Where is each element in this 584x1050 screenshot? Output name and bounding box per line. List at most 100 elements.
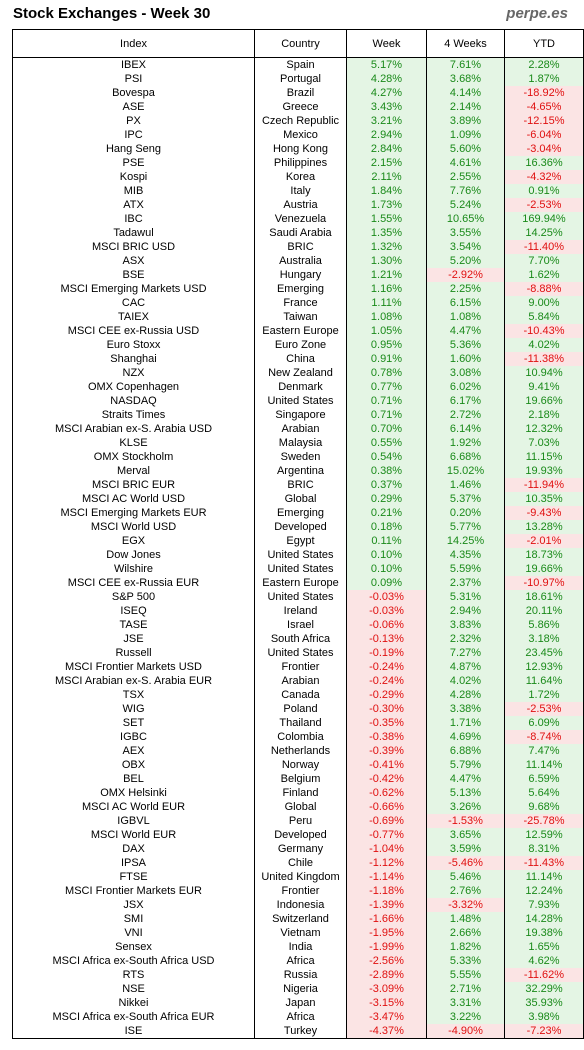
week-cell: 0.91% <box>346 352 427 366</box>
index-cell: IGBC <box>12 730 255 744</box>
ytd-cell: 11.64% <box>504 674 584 688</box>
table-row: MSCI Africa ex-South Africa USD Africa -2.… <box>12 954 584 968</box>
four-weeks-cell: 4.28% <box>426 688 505 702</box>
index-cell: BEL <box>12 772 255 786</box>
table-row: MSCI Arabian ex-S. Arabia EUR Arabian -0.2… <box>12 674 584 688</box>
table-row: Bovespa Brazil 4.27% 4.14% -18.92% <box>12 86 584 100</box>
country-cell: Ireland <box>254 604 347 618</box>
table-row: NSE Nigeria -3.09% 2.71% 32.29% <box>12 982 584 996</box>
index-cell: OBX <box>12 758 255 772</box>
ytd-cell: -2.53% <box>504 702 584 716</box>
four-weeks-cell: 4.47% <box>426 772 505 786</box>
table-row: PX Czech Republic 3.21% 3.89% -12.15% <box>12 114 584 128</box>
country-cell: Africa <box>254 1010 347 1024</box>
index-cell: NASDAQ <box>12 394 255 408</box>
table-row: MSCI AC World USD Global 0.29% 5.37% 10.35% <box>12 492 584 506</box>
four-weeks-cell: 4.14% <box>426 86 505 100</box>
ytd-cell: 12.93% <box>504 660 584 674</box>
country-cell: India <box>254 940 347 954</box>
country-cell: Spain <box>254 57 347 72</box>
week-cell: 0.11% <box>346 534 427 548</box>
index-cell: SMI <box>12 912 255 926</box>
ytd-cell: 11.14% <box>504 870 584 884</box>
table-row: Sensex India -1.99% 1.82% 1.65% <box>12 940 584 954</box>
four-weeks-cell: 1.82% <box>426 940 505 954</box>
ytd-cell: 11.14% <box>504 758 584 772</box>
week-cell: -2.89% <box>346 968 427 982</box>
four-weeks-cell: 14.25% <box>426 534 505 548</box>
four-weeks-cell: 5.13% <box>426 786 505 800</box>
index-cell: JSE <box>12 632 255 646</box>
table-row: MSCI Frontier Markets USD Frontier -0.24% 4… <box>12 660 584 674</box>
country-cell: Developed <box>254 828 347 842</box>
header-ytd: YTD <box>504 29 584 58</box>
four-weeks-cell: 2.72% <box>426 408 505 422</box>
index-cell: ISE <box>12 1024 255 1039</box>
country-cell: Egypt <box>254 534 347 548</box>
week-cell: -0.03% <box>346 604 427 618</box>
index-cell: PX <box>12 114 255 128</box>
table-header-row: Index Country Week 4 Weeks YTD <box>12 29 584 58</box>
country-cell: Eastern Europe <box>254 324 347 338</box>
index-cell: JSX <box>12 898 255 912</box>
four-weeks-cell: -4.90% <box>426 1024 505 1039</box>
table-row: Tadawul Saudi Arabia 1.35% 3.55% 14.25% <box>12 226 584 240</box>
ytd-cell: 19.66% <box>504 394 584 408</box>
index-cell: NZX <box>12 366 255 380</box>
index-cell: ISEQ <box>12 604 255 618</box>
index-cell: Shanghai <box>12 352 255 366</box>
header-4-weeks: 4 Weeks <box>426 29 505 58</box>
index-cell: NSE <box>12 982 255 996</box>
country-cell: Canada <box>254 688 347 702</box>
week-cell: -1.04% <box>346 842 427 856</box>
table-row: Russell United States -0.19% 7.27% 23.45% <box>12 646 584 660</box>
ytd-cell: 1.62% <box>504 268 584 282</box>
index-cell: MSCI BRIC EUR <box>12 478 255 492</box>
ytd-cell: 9.00% <box>504 296 584 310</box>
index-cell: Tadawul <box>12 226 255 240</box>
week-cell: -1.99% <box>346 940 427 954</box>
country-cell: South Africa <box>254 632 347 646</box>
ytd-cell: 13.28% <box>504 520 584 534</box>
week-cell: 0.70% <box>346 422 427 436</box>
country-cell: Indonesia <box>254 898 347 912</box>
table-row: JSX Indonesia -1.39% -3.32% 7.93% <box>12 898 584 912</box>
four-weeks-cell: 3.89% <box>426 114 505 128</box>
table-row: RTS Russia -2.89% 5.55% -11.62% <box>12 968 584 982</box>
brand-logo: perpe.es <box>506 5 568 22</box>
table-row: MSCI Emerging Markets EUR Emerging 0.21% 0.… <box>12 506 584 520</box>
week-cell: -0.24% <box>346 660 427 674</box>
country-cell: Vietnam <box>254 926 347 940</box>
header-country: Country <box>254 29 347 58</box>
index-cell: CAC <box>12 296 255 310</box>
ytd-cell: 18.61% <box>504 590 584 604</box>
table-row: IBEX Spain 5.17% 7.61% 2.28% <box>12 57 584 72</box>
table-row: Euro Stoxx Euro Zone 0.95% 5.36% 4.02% <box>12 338 584 352</box>
ytd-cell: -3.04% <box>504 142 584 156</box>
week-cell: -1.95% <box>346 926 427 940</box>
week-cell: 3.43% <box>346 100 427 114</box>
ytd-cell: 19.66% <box>504 562 584 576</box>
table-row: PSE Philippines 2.15% 4.61% 16.36% <box>12 156 584 170</box>
index-cell: VNI <box>12 926 255 940</box>
four-weeks-cell: 5.24% <box>426 198 505 212</box>
four-weeks-cell: 6.14% <box>426 422 505 436</box>
week-cell: 1.30% <box>346 254 427 268</box>
table-row: MIB Italy 1.84% 7.76% 0.91% <box>12 184 584 198</box>
ytd-cell: -10.43% <box>504 324 584 338</box>
week-cell: -0.62% <box>346 786 427 800</box>
four-weeks-cell: 1.92% <box>426 436 505 450</box>
week-cell: 1.16% <box>346 282 427 296</box>
table-row: AEX Netherlands -0.39% 6.88% 7.47% <box>12 744 584 758</box>
table-row: KLSE Malaysia 0.55% 1.92% 7.03% <box>12 436 584 450</box>
table-row: ASE Greece 3.43% 2.14% -4.65% <box>12 100 584 114</box>
index-cell: MSCI CEE ex-Russia EUR <box>12 576 255 590</box>
table-row: SMI Switzerland -1.66% 1.48% 14.28% <box>12 912 584 926</box>
country-cell: Philippines <box>254 156 347 170</box>
four-weeks-cell: 4.61% <box>426 156 505 170</box>
table-row: Dow Jones United States 0.10% 4.35% 18.73% <box>12 548 584 562</box>
four-weeks-cell: 3.22% <box>426 1010 505 1024</box>
four-weeks-cell: 3.38% <box>426 702 505 716</box>
table-row: TSX Canada -0.29% 4.28% 1.72% <box>12 688 584 702</box>
week-cell: 1.05% <box>346 324 427 338</box>
